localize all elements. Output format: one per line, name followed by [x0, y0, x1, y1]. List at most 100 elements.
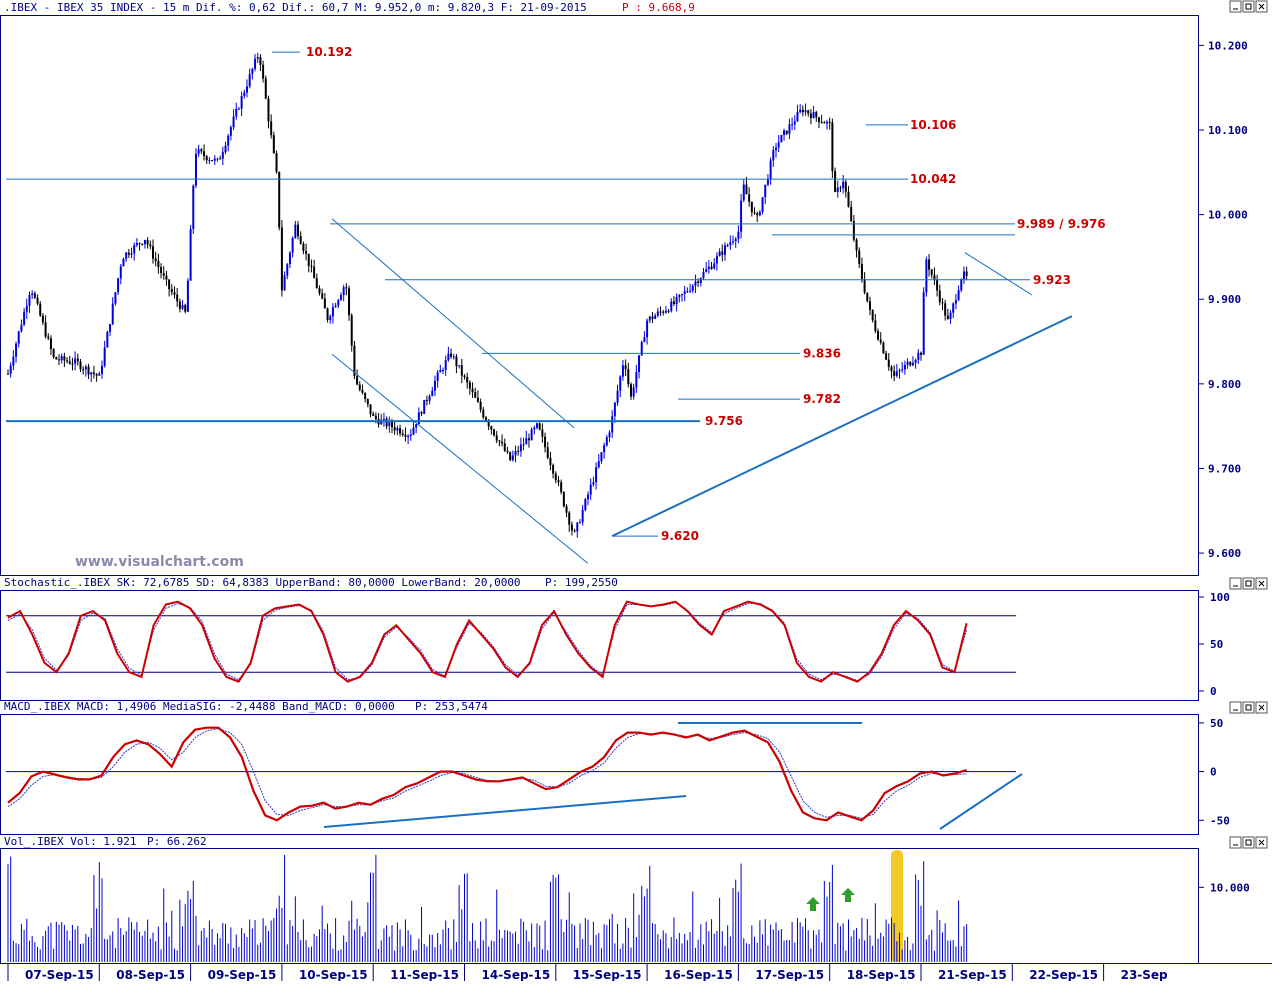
candle-body	[772, 150, 775, 161]
candle-body	[536, 423, 539, 428]
candle-body	[702, 271, 705, 279]
vol-maximize-icon[interactable]	[1242, 836, 1255, 849]
candle-body	[318, 288, 321, 294]
candle-body	[235, 108, 238, 117]
candle-body	[946, 315, 949, 320]
candle-body	[487, 421, 490, 427]
candle-body	[44, 322, 47, 337]
candle-body	[584, 499, 587, 511]
candle-body	[868, 301, 871, 310]
candle-body	[358, 384, 361, 390]
candle-body	[791, 124, 794, 126]
vol-tick-label: 10.000	[1210, 881, 1250, 894]
candle-body	[826, 121, 829, 124]
candle-body	[936, 280, 939, 291]
vol-window-controls	[1229, 836, 1268, 849]
candle-body	[471, 388, 474, 393]
candle-body	[699, 278, 702, 283]
candle-body	[224, 145, 227, 153]
candle-body	[525, 438, 528, 445]
candle-body	[141, 243, 144, 245]
candle-body	[221, 152, 224, 159]
candle-body	[643, 337, 646, 343]
candle-body	[291, 238, 294, 253]
candle-body	[836, 187, 839, 192]
macd-maximize-icon[interactable]	[1242, 701, 1255, 714]
candle-body	[898, 370, 901, 372]
candle-body	[79, 361, 82, 370]
vol-minimize-icon[interactable]	[1229, 836, 1242, 849]
candle-body	[160, 267, 163, 274]
candle-body	[262, 64, 265, 79]
maximize-icon[interactable]	[1242, 0, 1255, 13]
stoch-maximize-icon[interactable]	[1242, 577, 1255, 590]
candle-body	[184, 304, 187, 312]
candle-body	[546, 447, 549, 458]
candle-body	[595, 467, 598, 483]
candle-body	[871, 309, 874, 321]
candle-body	[592, 482, 595, 485]
candle-body	[664, 310, 667, 313]
candle-body	[452, 356, 455, 358]
candle-body	[283, 275, 286, 291]
candle-body	[60, 356, 63, 361]
candle-body	[41, 315, 44, 323]
candle-body	[272, 135, 275, 154]
main-window-controls	[1229, 0, 1268, 13]
stoch-minimize-icon[interactable]	[1229, 577, 1242, 590]
date-label: 15-Sep-15	[573, 968, 642, 981]
stoch-sk-line	[7, 600, 968, 683]
candle-body	[587, 494, 590, 500]
candle-body	[259, 57, 262, 65]
candle-body	[33, 293, 36, 298]
candle-body	[157, 261, 160, 268]
candle-body	[750, 201, 753, 213]
candle-body	[84, 366, 87, 370]
level-label: 9.620	[661, 529, 699, 543]
candle-body	[882, 342, 885, 354]
candle-body	[600, 452, 603, 462]
candle-body	[39, 303, 42, 316]
candle-body	[444, 360, 447, 370]
candle-body	[203, 151, 206, 157]
minimize-icon[interactable]	[1229, 0, 1242, 13]
candle-body	[275, 153, 278, 172]
candle-body	[254, 58, 257, 69]
candle-body	[672, 301, 675, 304]
macd-minimize-icon[interactable]	[1229, 701, 1242, 714]
candle-body	[766, 179, 769, 185]
candle-body	[691, 285, 694, 291]
candle-body	[313, 266, 316, 279]
candle-body	[436, 372, 439, 382]
candle-body	[726, 245, 729, 247]
stochastic-chart: 100 50 0	[6, 591, 1230, 698]
price-tick-label: 9.900	[1208, 293, 1241, 306]
stoch-sd-line	[7, 602, 968, 682]
date-axis: 07-Sep-15 08-Sep-15 09-Sep-15 10-Sep-15 11-S…	[7, 964, 1168, 982]
candle-body	[820, 121, 823, 123]
candle-body	[954, 300, 957, 304]
candle-body	[339, 294, 342, 300]
candle-body	[245, 86, 248, 93]
candle-body	[450, 353, 453, 357]
vol-title: Vol_.IBEX Vol: 1.921	[4, 835, 136, 848]
candle-body	[809, 113, 812, 119]
candle-body	[911, 362, 914, 366]
candle-body	[412, 427, 415, 435]
macd-divergence-line	[323, 795, 687, 828]
candle-body	[842, 181, 845, 189]
candle-body	[173, 292, 176, 295]
candle-body	[240, 96, 243, 109]
candle-body	[565, 506, 568, 513]
candle-body	[920, 352, 922, 355]
date-label: 21-Sep-15	[938, 968, 1007, 981]
candle-body	[887, 359, 890, 367]
candle-body	[192, 185, 195, 229]
candle-body	[103, 347, 106, 366]
level-label: 9.989 / 9.976	[1017, 217, 1106, 231]
candle-body	[960, 279, 963, 291]
candle-body	[783, 130, 786, 136]
candle-body	[578, 522, 581, 524]
candle-body	[850, 206, 853, 222]
candle-body	[949, 312, 952, 320]
